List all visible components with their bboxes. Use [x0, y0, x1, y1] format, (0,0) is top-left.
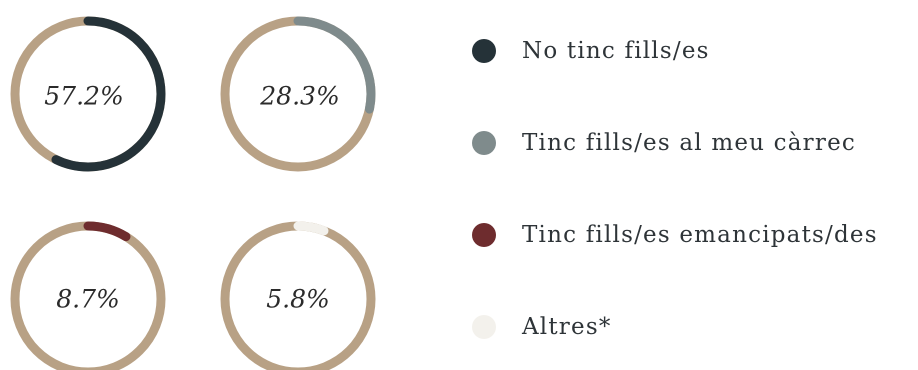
donut-value-label: 8.7% [56, 285, 120, 314]
legend-item-altres: Altres* [472, 307, 612, 347]
legend-item-tinc-fills-emancipats: Tinc fills/es emancipats/des [472, 215, 878, 255]
legend-swatch [472, 39, 496, 63]
donut-arc-tinc-fills-emancipats [10, 221, 166, 370]
legend-label: Tinc fills/es al meu càrrec [522, 130, 856, 156]
legend-swatch [472, 131, 496, 155]
legend-item-tinc-fills-carrec: Tinc fills/es al meu càrrec [472, 123, 856, 163]
legend-item-no-tinc-fills: No tinc fills/es [472, 31, 710, 71]
legend-label: Altres* [522, 314, 612, 340]
donut-altres: 5.8% [220, 221, 376, 370]
donut-value-label: 28.3% [259, 82, 339, 111]
donut-value-label: 57.2% [44, 82, 123, 111]
legend-swatch [472, 315, 496, 339]
donut-chart-area: 57.2% 28.3% 8.7% 5.8% [10, 16, 376, 370]
legend-label: Tinc fills/es emancipats/des [522, 222, 878, 248]
donut-value-label: 5.8% [266, 285, 330, 314]
legend-swatch [472, 223, 496, 247]
donut-arc-tinc-fills-carrec [220, 16, 376, 172]
donut-arc-no-tinc-fills [10, 16, 166, 172]
donut-tinc-fills-carrec: 28.3% [220, 16, 376, 172]
legend: No tinc fills/es Tinc fills/es al meu cà… [472, 0, 918, 370]
donut-arc-altres [220, 221, 376, 370]
legend-label: No tinc fills/es [522, 38, 710, 64]
donut-no-tinc-fills: 57.2% [10, 16, 166, 172]
donut-tinc-fills-emancipats: 8.7% [10, 221, 166, 370]
